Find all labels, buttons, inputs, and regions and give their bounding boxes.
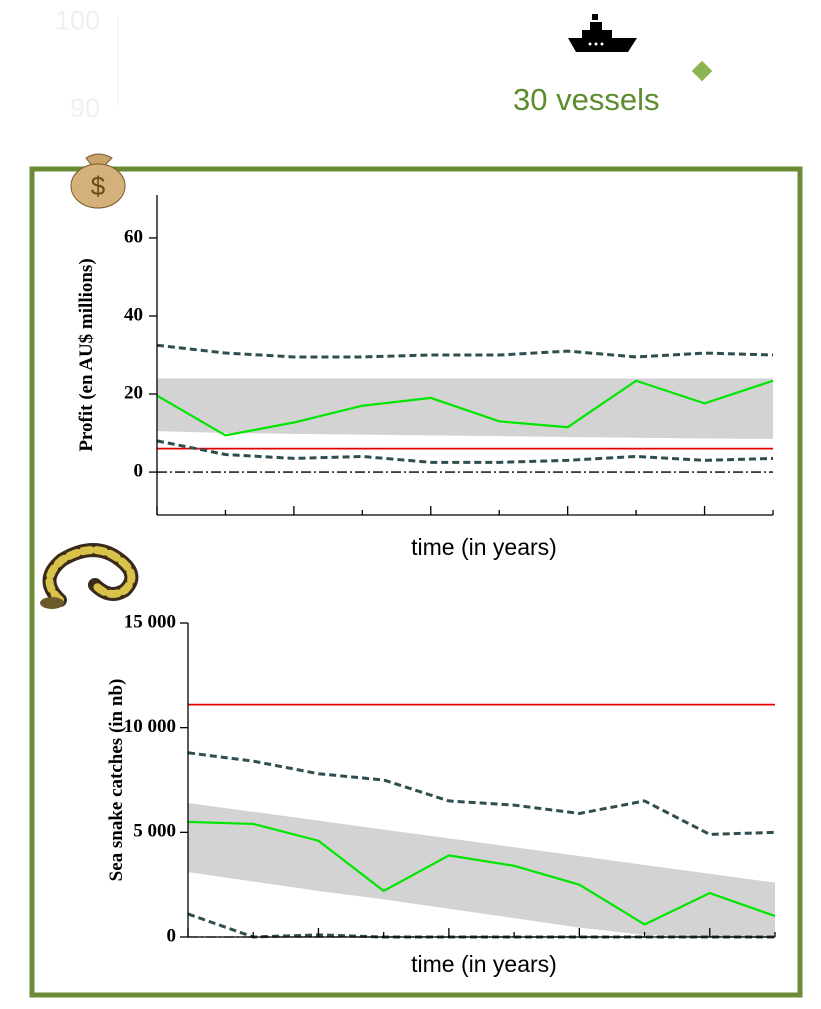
y-tick-label: 5 000 <box>133 821 176 842</box>
money-bag-icon: $ <box>71 154 125 208</box>
y-tick-label: 40 <box>124 304 143 325</box>
x-axis-label: time (in years) <box>411 951 557 977</box>
diamond-marker <box>691 60 714 83</box>
y-tick-label: 20 <box>124 382 143 403</box>
x-axis-label: time (in years) <box>411 534 557 560</box>
vessels-label: 30 vessels <box>513 82 659 117</box>
upper-quantile <box>157 345 773 357</box>
y-tick-label: 90 <box>70 93 100 123</box>
y-tick-label: 10 000 <box>124 716 176 737</box>
y-tick-label: 100 <box>55 5 100 35</box>
sea-snake-icon <box>40 550 131 609</box>
ship-icon <box>568 14 637 52</box>
y-tick-label: 0 <box>134 460 144 481</box>
y-tick-label: 0 <box>167 925 177 946</box>
y-axis-label: Profit (en AU$ millions) <box>76 258 97 451</box>
svg-text:$: $ <box>91 171 106 201</box>
lower-quantile <box>157 441 773 462</box>
slide: 30 vessels $ 0 20 40 60 Profit (en AU$ milli… <box>0 0 821 1009</box>
y-tick-label: 60 <box>124 226 143 247</box>
y-tick-label: 15 000 <box>124 611 176 632</box>
y-axis-label: Sea snake catches (in nb) <box>106 679 127 882</box>
